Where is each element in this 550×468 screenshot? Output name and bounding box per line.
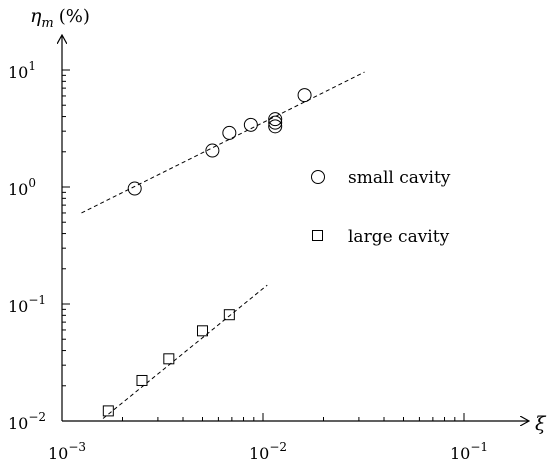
legend-square-marker xyxy=(312,230,323,241)
y-axis-label: ηm (%) xyxy=(30,5,90,31)
x-tick-label: 10−2 xyxy=(249,440,287,463)
x-tick-label: 10−1 xyxy=(450,440,488,463)
point-large-cavity xyxy=(163,353,175,365)
y-tick-label: 10−1 xyxy=(8,293,46,316)
point-small-cavity xyxy=(127,181,142,196)
axes xyxy=(62,36,528,421)
legend-label-large-cavity: large cavity xyxy=(348,227,450,247)
fit-line-large-cavity xyxy=(102,284,268,419)
legend: small cavity large cavity xyxy=(311,168,451,247)
y-tick-label: 10−2 xyxy=(8,410,46,433)
point-small-cavity xyxy=(243,117,258,132)
legend-label-small-cavity: small cavity xyxy=(348,168,451,188)
point-large-cavity xyxy=(223,309,235,321)
y-tick-label: 101 xyxy=(8,59,36,82)
tick-marks xyxy=(61,69,465,422)
fit-line-small-cavity xyxy=(81,71,365,214)
y-tick-label: 100 xyxy=(8,176,36,199)
fit-lines xyxy=(81,71,365,419)
point-large-cavity xyxy=(136,374,148,386)
x-axis-label: ξ xyxy=(535,413,547,435)
point-small-cavity xyxy=(268,115,283,130)
point-small-cavity xyxy=(268,119,283,134)
data-points xyxy=(102,88,312,417)
x-tick-label: 10−3 xyxy=(48,440,86,463)
point-large-cavity xyxy=(102,405,114,417)
point-large-cavity xyxy=(196,325,208,337)
point-small-cavity xyxy=(205,143,220,158)
point-small-cavity xyxy=(222,125,237,140)
point-small-cavity xyxy=(297,88,312,103)
point-small-cavity xyxy=(268,112,283,127)
legend-circle-marker xyxy=(311,170,325,184)
